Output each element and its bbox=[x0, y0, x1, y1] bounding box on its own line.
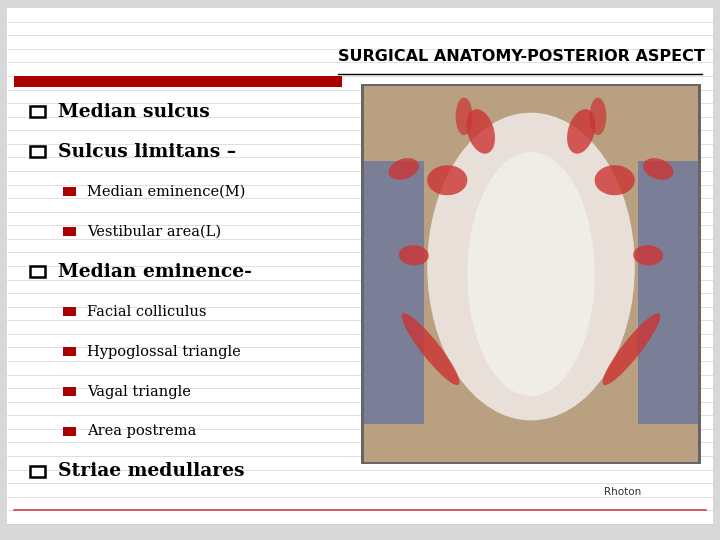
Text: Median sulcus: Median sulcus bbox=[58, 103, 210, 121]
Ellipse shape bbox=[467, 152, 595, 396]
Bar bbox=[63, 187, 76, 197]
Bar bbox=[361, 84, 701, 464]
Ellipse shape bbox=[603, 313, 660, 385]
Ellipse shape bbox=[427, 113, 635, 421]
Bar bbox=[30, 466, 45, 477]
Bar bbox=[63, 387, 76, 396]
Bar bbox=[63, 427, 76, 436]
Ellipse shape bbox=[595, 165, 635, 195]
Text: Median eminence-: Median eminence- bbox=[58, 262, 251, 281]
Bar bbox=[63, 347, 76, 356]
Ellipse shape bbox=[456, 98, 472, 135]
Ellipse shape bbox=[399, 245, 429, 265]
Text: SURGICAL ANATOMY-POSTERIOR ASPECT: SURGICAL ANATOMY-POSTERIOR ASPECT bbox=[338, 49, 706, 64]
Ellipse shape bbox=[633, 245, 663, 265]
Text: Sulcus limitans –: Sulcus limitans – bbox=[58, 143, 235, 161]
Text: Vestibular area(L): Vestibular area(L) bbox=[87, 225, 221, 239]
Text: Striae medullares: Striae medullares bbox=[58, 462, 244, 481]
Bar bbox=[364, 161, 424, 424]
Text: Facial colliculus: Facial colliculus bbox=[87, 305, 207, 319]
Bar bbox=[30, 106, 45, 117]
Ellipse shape bbox=[389, 158, 419, 180]
Bar bbox=[63, 307, 76, 316]
Text: Rhoton: Rhoton bbox=[604, 488, 642, 497]
Text: Vagal triangle: Vagal triangle bbox=[87, 384, 191, 399]
Text: Median eminence(M): Median eminence(M) bbox=[87, 185, 246, 199]
Ellipse shape bbox=[590, 98, 606, 135]
Bar bbox=[14, 76, 342, 87]
Bar bbox=[30, 266, 45, 277]
Text: Hypoglossal triangle: Hypoglossal triangle bbox=[87, 345, 241, 359]
Text: Area postrema: Area postrema bbox=[87, 424, 197, 438]
Ellipse shape bbox=[427, 165, 467, 195]
Bar bbox=[638, 161, 698, 424]
Bar bbox=[30, 146, 45, 157]
Bar bbox=[63, 227, 76, 237]
Ellipse shape bbox=[643, 158, 673, 180]
Ellipse shape bbox=[467, 109, 495, 154]
Ellipse shape bbox=[402, 313, 459, 385]
Bar bbox=[364, 86, 698, 462]
Ellipse shape bbox=[567, 109, 595, 154]
